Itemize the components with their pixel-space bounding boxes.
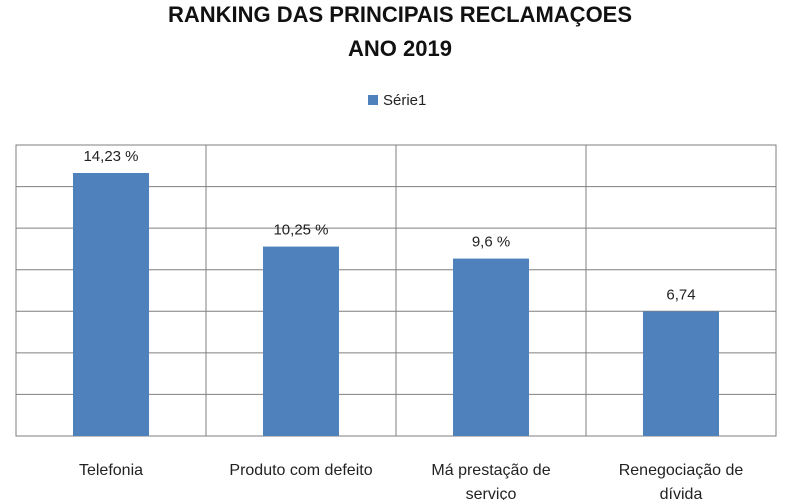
data-label-1: 10,25 % bbox=[273, 222, 328, 239]
bars bbox=[73, 173, 719, 436]
chart-title-line-1: RANKING DAS PRINCIPAIS RECLAMAÇOES bbox=[168, 2, 632, 27]
category-label-2: Má prestação de bbox=[431, 462, 550, 479]
legend: Série1 bbox=[368, 92, 426, 109]
legend-swatch bbox=[368, 95, 378, 105]
bar-3 bbox=[643, 311, 719, 436]
category-labels: Telefonia Produto com defeito Má prestação… bbox=[79, 462, 743, 500]
category-label-3: Renegociação de bbox=[619, 462, 744, 479]
data-label-0: 14,23 % bbox=[83, 148, 138, 165]
bar-0 bbox=[73, 173, 149, 436]
value-labels: 14,23 % 10,25 % 9,6 % 6,74 bbox=[83, 148, 695, 303]
data-label-2: 9,6 % bbox=[472, 234, 510, 251]
category-label-0: Telefonia bbox=[79, 462, 143, 479]
category-label-3-line-1: dívida bbox=[660, 486, 703, 500]
category-label-2-line-1: serviço bbox=[466, 486, 517, 500]
legend-label: Série1 bbox=[383, 92, 426, 109]
category-label-1: Produto com defeito bbox=[229, 462, 372, 479]
data-label-3: 6,74 bbox=[666, 286, 695, 303]
chart-title-line-2: ANO 2019 bbox=[348, 36, 452, 61]
bar-1 bbox=[263, 246, 339, 436]
bar-2 bbox=[453, 258, 529, 436]
